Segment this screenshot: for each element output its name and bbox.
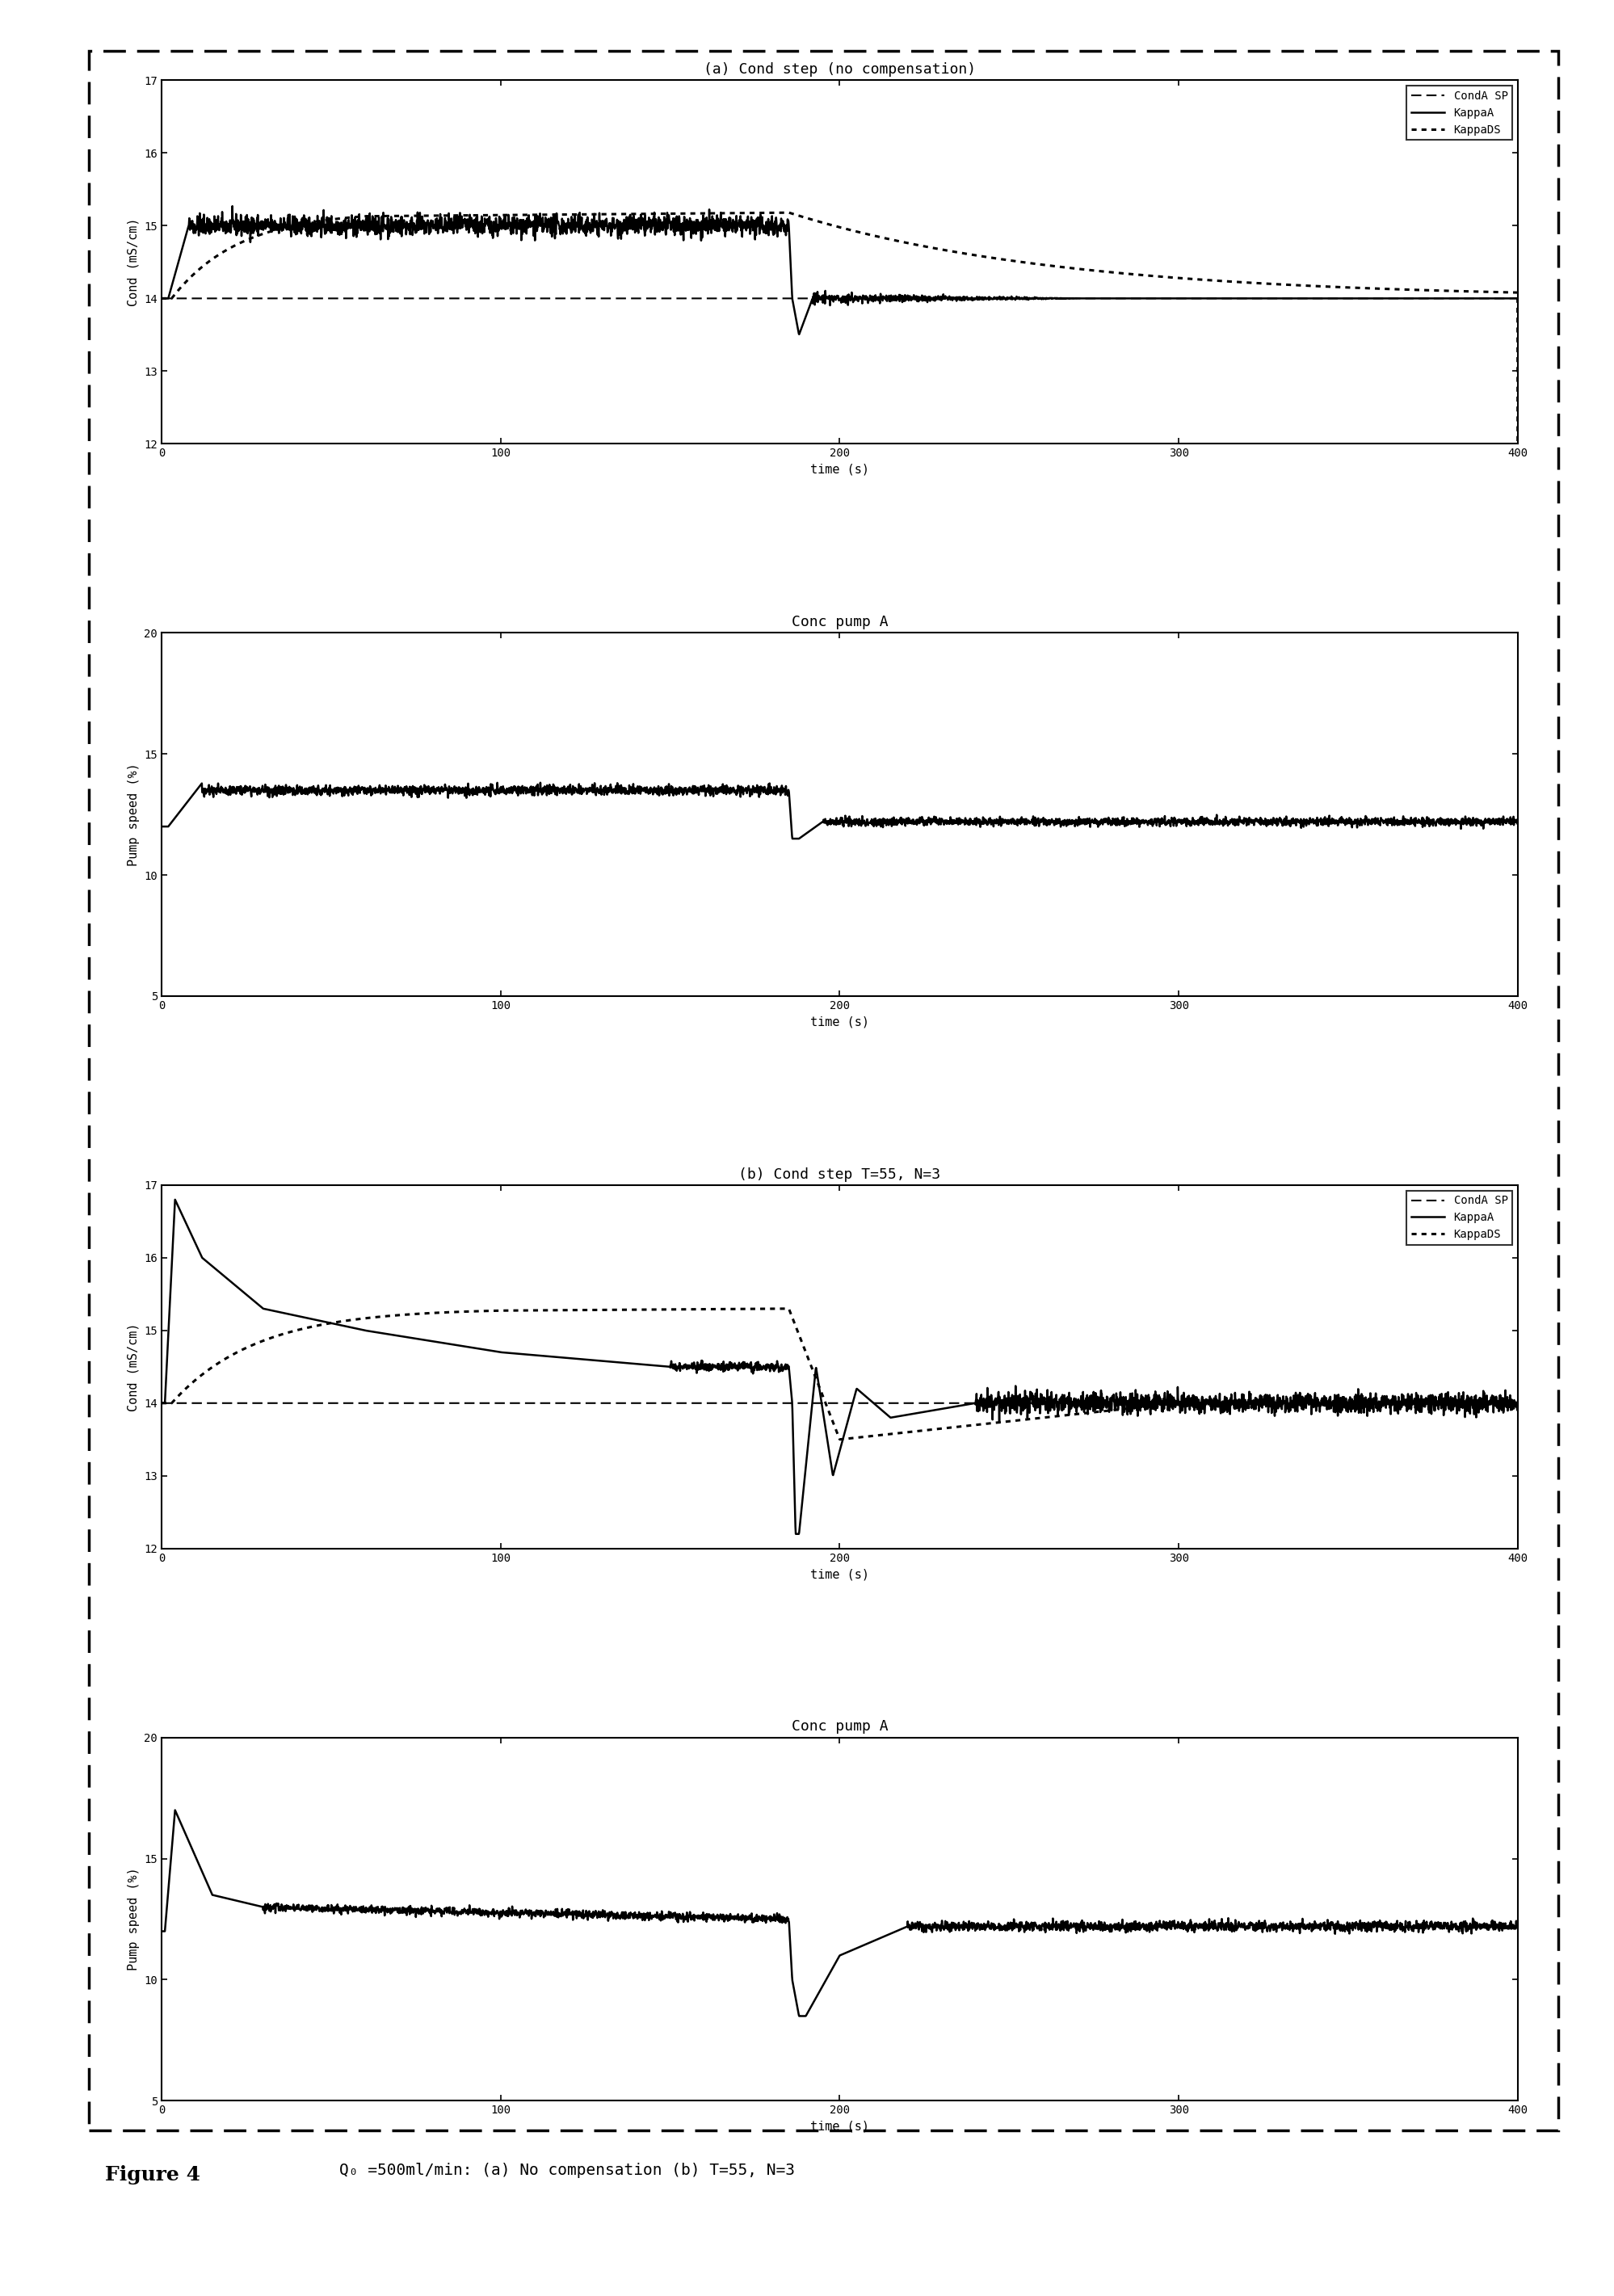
Y-axis label: Pump speed (%): Pump speed (%)	[128, 762, 139, 866]
Y-axis label: Cond (mS/cm): Cond (mS/cm)	[128, 1322, 139, 1412]
Text: Q₀ =500ml/min: (a) No compensation (b) T=55, N=3: Q₀ =500ml/min: (a) No compensation (b) T…	[339, 2163, 794, 2179]
X-axis label: time (s): time (s)	[810, 1015, 868, 1029]
Legend: CondA SP, KappaA, KappaDS: CondA SP, KappaA, KappaDS	[1406, 85, 1512, 140]
Title: (b) Cond step T=55, N=3: (b) Cond step T=55, N=3	[738, 1166, 941, 1182]
Y-axis label: Pump speed (%): Pump speed (%)	[128, 1867, 139, 1970]
Text: Figure 4: Figure 4	[105, 2165, 200, 2183]
Y-axis label: Cond (mS/cm): Cond (mS/cm)	[128, 218, 139, 305]
Title: Conc pump A: Conc pump A	[791, 1720, 888, 1733]
Legend: CondA SP, KappaA, KappaDS: CondA SP, KappaA, KappaDS	[1406, 1192, 1512, 1244]
Title: (a) Cond step (no compensation): (a) Cond step (no compensation)	[704, 62, 975, 76]
X-axis label: time (s): time (s)	[810, 1568, 868, 1580]
X-axis label: time (s): time (s)	[810, 464, 868, 475]
Title: Conc pump A: Conc pump A	[791, 615, 888, 629]
X-axis label: time (s): time (s)	[810, 2122, 868, 2133]
